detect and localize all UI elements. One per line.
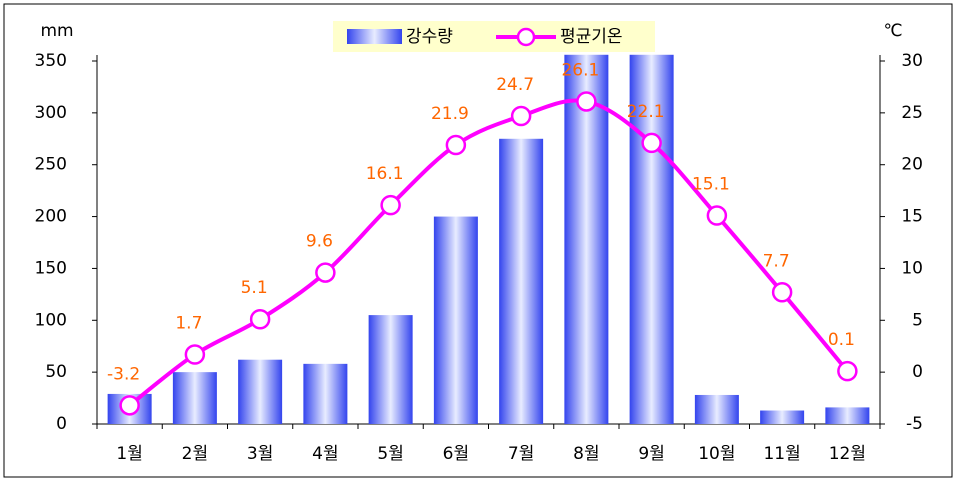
y2-axis-unit: ℃ — [883, 21, 902, 41]
line-marker — [771, 282, 793, 303]
bar — [564, 54, 609, 425]
line-marker — [706, 205, 728, 226]
legend-label: 강수량 — [406, 27, 453, 47]
y2-tick-label: 25 — [901, 103, 923, 123]
y-tick-label: 150 — [35, 258, 67, 278]
x-tick-label: 6월 — [443, 444, 469, 464]
y2-tick-label: 15 — [901, 207, 923, 227]
line-marker — [837, 360, 858, 382]
x-tick-label: 1월 — [116, 444, 142, 464]
line-marker — [445, 134, 467, 156]
x-tick-label: 4월 — [312, 444, 338, 464]
y2-tick-label: 5 — [912, 310, 923, 330]
data-label: 0.1 — [828, 330, 855, 350]
bar — [303, 363, 348, 424]
line-marker — [380, 194, 401, 216]
x-tick-label: 7월 — [508, 444, 534, 464]
x-tick-label: 9월 — [638, 444, 664, 464]
legend-swatch — [347, 29, 402, 44]
x-tick-label: 11월 — [763, 444, 800, 464]
data-label: 15.1 — [692, 175, 730, 195]
bar — [629, 54, 674, 425]
x-tick-label: 2월 — [182, 444, 208, 464]
y2-tick-label: -5 — [906, 414, 923, 434]
line-marker — [249, 308, 271, 330]
y2-tick-label: 10 — [901, 258, 923, 278]
y-tick-label: 100 — [35, 310, 67, 330]
y-tick-label: 350 — [35, 51, 67, 71]
line-marker — [576, 91, 597, 112]
y-tick-label: 200 — [35, 207, 67, 227]
data-label: 16.1 — [366, 164, 404, 184]
data-label: -3.2 — [107, 364, 140, 384]
y2-tick-label: 20 — [901, 155, 923, 175]
x-tick-label: 12월 — [829, 444, 866, 464]
data-label: 26.1 — [561, 60, 599, 80]
x-tick-label: 8월 — [573, 444, 599, 464]
x-tick-label: 10월 — [698, 444, 735, 464]
bar — [172, 372, 217, 424]
data-label: 1.7 — [175, 314, 202, 334]
bar — [499, 138, 544, 425]
y2-tick-label: 0 — [912, 362, 923, 382]
y-tick-label: 300 — [35, 103, 67, 123]
bar — [433, 216, 478, 424]
bar — [238, 359, 283, 424]
data-label: 7.7 — [763, 251, 790, 271]
line-marker — [510, 105, 532, 127]
data-label: 21.9 — [431, 104, 469, 124]
x-tick-label: 3월 — [247, 444, 273, 464]
line-marker — [119, 395, 140, 416]
data-label: 9.6 — [306, 232, 333, 252]
y-axis-unit: mm — [40, 21, 73, 41]
y-tick-label: 50 — [45, 362, 67, 382]
x-tick-label: 5월 — [377, 444, 403, 464]
bar — [694, 394, 739, 424]
data-label: 22.1 — [627, 102, 665, 122]
data-label: 5.1 — [241, 278, 268, 298]
line-marker — [641, 132, 662, 154]
line-marker — [315, 262, 336, 283]
bar — [760, 410, 805, 424]
legend-label: 평균기온 — [560, 27, 623, 47]
y-tick-label: 250 — [35, 155, 67, 175]
bar — [368, 315, 413, 424]
data-label: 24.7 — [496, 75, 534, 95]
y2-tick-label: 30 — [901, 51, 923, 71]
bar — [825, 407, 870, 424]
legend-marker — [516, 27, 536, 47]
frame — [3, 3, 953, 478]
line-marker — [184, 344, 206, 365]
y-tick-label: 0 — [56, 414, 67, 434]
